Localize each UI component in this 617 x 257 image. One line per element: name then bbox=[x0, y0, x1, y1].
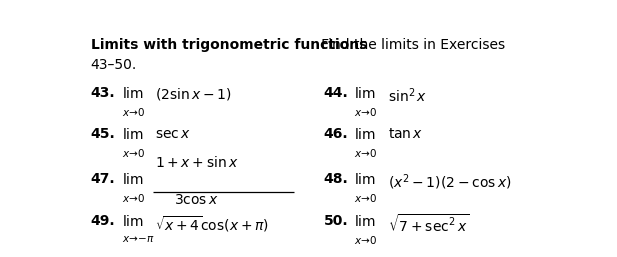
Text: $\lim$: $\lim$ bbox=[354, 86, 376, 101]
Text: $x\!\to\!0$: $x\!\to\!0$ bbox=[354, 234, 378, 246]
Text: $x\!\to\!0$: $x\!\to\!0$ bbox=[354, 146, 378, 159]
Text: $\lim$: $\lim$ bbox=[122, 127, 144, 142]
Text: $x\!\to\!0$: $x\!\to\!0$ bbox=[354, 106, 378, 118]
Text: 45.: 45. bbox=[91, 127, 115, 141]
Text: $x\!\to\!0$: $x\!\to\!0$ bbox=[354, 192, 378, 204]
Text: 46.: 46. bbox=[323, 127, 348, 141]
Text: 47.: 47. bbox=[91, 172, 115, 186]
Text: $\lim$: $\lim$ bbox=[122, 214, 144, 229]
Text: $\lim$: $\lim$ bbox=[354, 127, 376, 142]
Text: $3\cos x$: $3\cos x$ bbox=[174, 193, 219, 207]
Text: Limits with trigonometric functions: Limits with trigonometric functions bbox=[91, 38, 367, 52]
Text: $\sec x$: $\sec x$ bbox=[155, 127, 191, 141]
Text: $x\!\to\!{-\pi}$: $x\!\to\!{-\pi}$ bbox=[122, 234, 154, 244]
Text: $(x^2 - 1)(2 - \cos x)$: $(x^2 - 1)(2 - \cos x)$ bbox=[388, 172, 511, 192]
Text: $\sqrt{x+4}\cos(x+\pi)$: $\sqrt{x+4}\cos(x+\pi)$ bbox=[155, 214, 269, 234]
Text: 44.: 44. bbox=[323, 86, 348, 100]
Text: $x\!\to\!0$: $x\!\to\!0$ bbox=[122, 146, 145, 159]
Text: $x\!\to\!0$: $x\!\to\!0$ bbox=[122, 106, 145, 118]
Text: 48.: 48. bbox=[323, 172, 348, 186]
Text: $\tan x$: $\tan x$ bbox=[388, 127, 423, 141]
Text: $\lim$: $\lim$ bbox=[122, 172, 144, 187]
Text: $\lim$: $\lim$ bbox=[354, 172, 376, 187]
Text: Find the limits in Exercises: Find the limits in Exercises bbox=[308, 38, 505, 52]
Text: $\sin^2 x$: $\sin^2 x$ bbox=[388, 86, 427, 105]
Text: $1 + x + \sin x$: $1 + x + \sin x$ bbox=[155, 155, 239, 170]
Text: 43–50.: 43–50. bbox=[91, 58, 137, 71]
Text: 49.: 49. bbox=[91, 214, 115, 228]
Text: $\sqrt{7+\sec^2 x}$: $\sqrt{7+\sec^2 x}$ bbox=[388, 214, 469, 235]
Text: $\lim$: $\lim$ bbox=[122, 86, 144, 101]
Text: $(2\sin x - 1)$: $(2\sin x - 1)$ bbox=[155, 86, 232, 102]
Text: 50.: 50. bbox=[323, 214, 348, 228]
Text: 43.: 43. bbox=[91, 86, 115, 100]
Text: $\lim$: $\lim$ bbox=[354, 214, 376, 229]
Text: $x\!\to\!0$: $x\!\to\!0$ bbox=[122, 192, 145, 204]
